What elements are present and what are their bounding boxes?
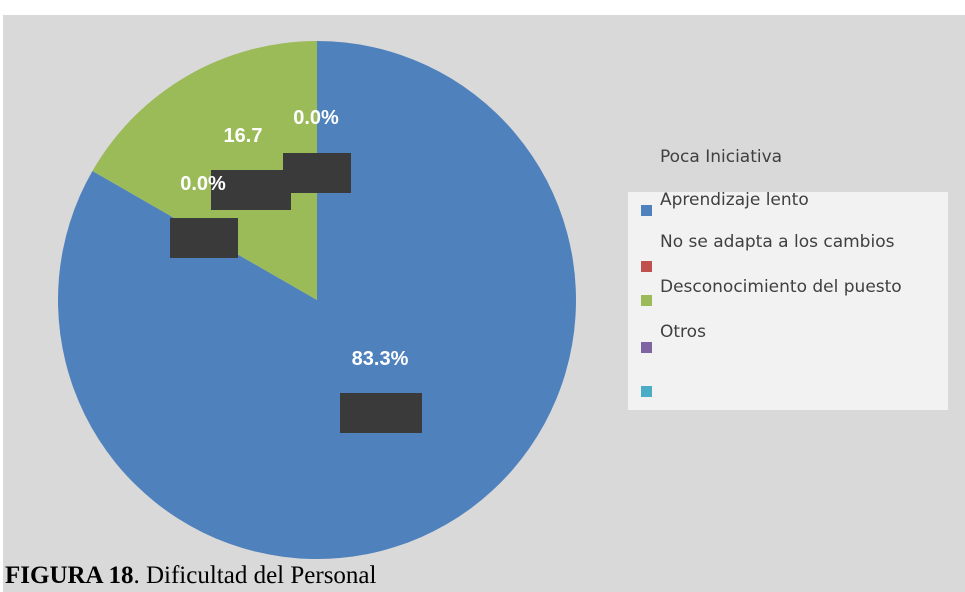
pie <box>57 41 576 559</box>
data-label: 0.0% <box>293 107 339 129</box>
legend-label: Otros <box>660 322 706 342</box>
legend-label: Desconocimiento del puesto <box>660 277 902 297</box>
label-box <box>340 393 422 433</box>
legend-swatch <box>641 205 652 216</box>
data-label: 83.3% <box>352 348 409 370</box>
label-box <box>283 153 351 193</box>
data-label: 16.7 <box>224 125 263 147</box>
label-boxes <box>170 153 422 433</box>
pie-slice <box>92 41 318 300</box>
pie-slice <box>92 170 318 300</box>
legend-box <box>628 192 948 410</box>
label-box <box>170 218 238 258</box>
caption: FIGURA 18. Dificultad del Personal <box>5 562 377 589</box>
caption-text: . Dificultad del Personal <box>133 562 376 589</box>
pie-slice <box>57 41 576 559</box>
legend-swatch <box>641 261 652 272</box>
value-labels: 83.3% 0.0% 16.7 0.0% <box>180 107 408 370</box>
label-box <box>211 170 291 210</box>
legend-swatch <box>641 295 652 306</box>
data-label: 0.0% <box>180 173 226 195</box>
legend-swatch <box>641 386 652 397</box>
legend-label: Poca Iniciativa <box>660 147 782 167</box>
legend-label: No se adapta a los cambios <box>660 232 895 252</box>
caption-label: FIGURA 18 <box>5 562 133 589</box>
legend-label: Aprendizaje lento <box>660 190 809 210</box>
legend-swatch <box>641 342 652 353</box>
legend: Poca Iniciativa Aprendizaje lento No se ad… <box>641 147 902 397</box>
